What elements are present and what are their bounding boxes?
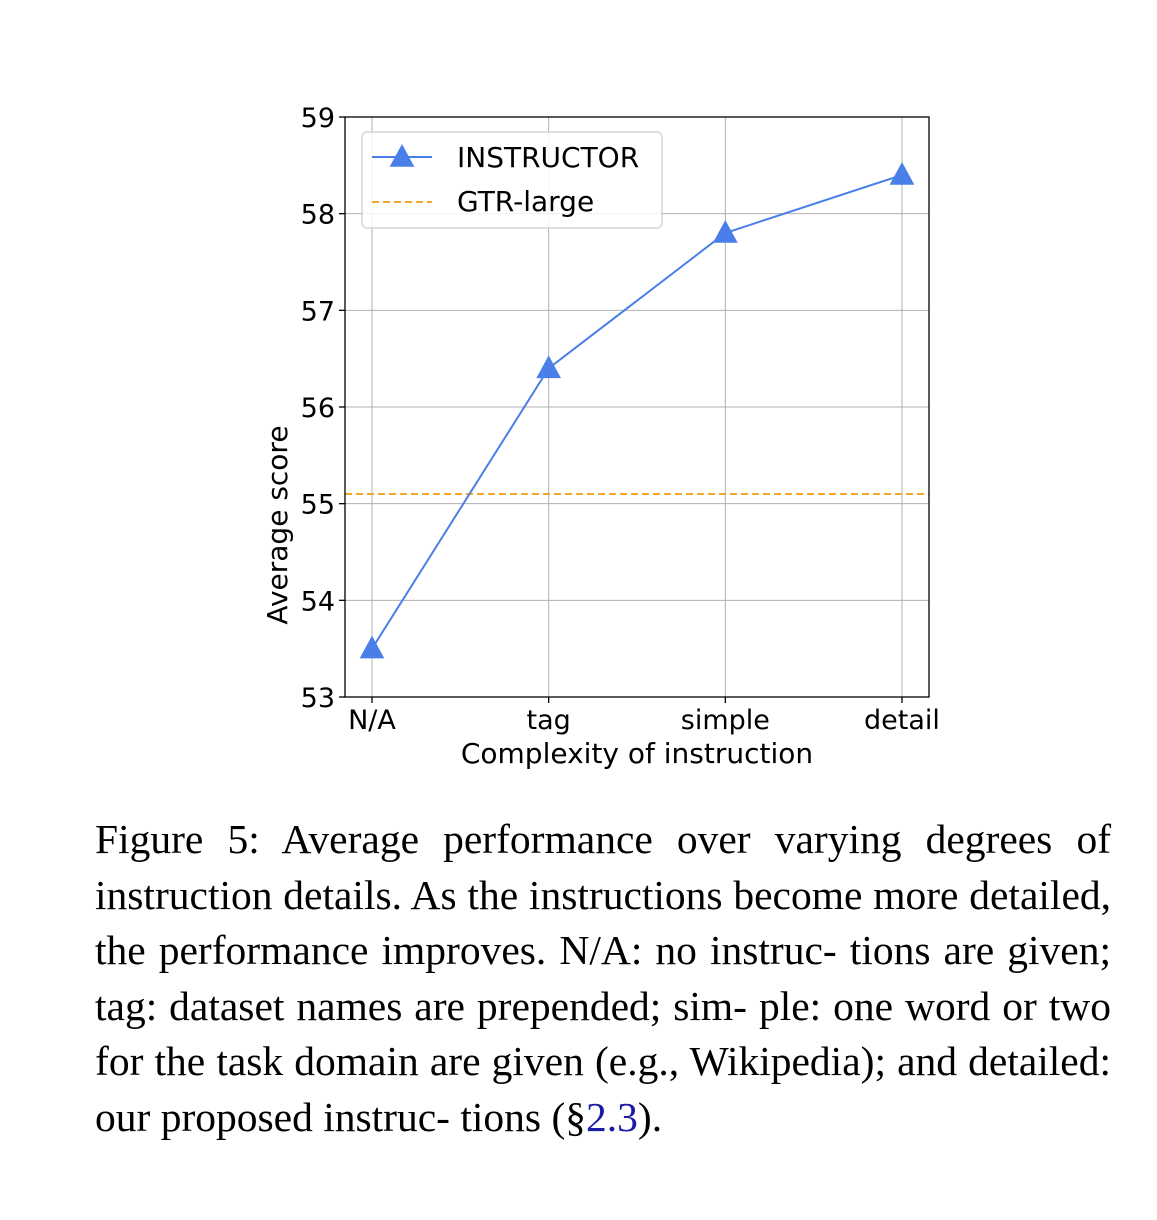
legend-label-instructor: INSTRUCTOR (457, 141, 639, 174)
series-layer (359, 162, 915, 659)
caption-line: (e.g., Wikipedia); and detailed: our pro… (95, 1038, 1112, 1140)
y-tick-label: 55 (301, 490, 335, 521)
figure-caption: Figure 5: Average performance over varyi… (95, 812, 1111, 1145)
y-tick-label: 53 (301, 683, 335, 714)
legend: INSTRUCTOR GTR-large (361, 131, 663, 229)
y-axis: 53 54 55 56 57 58 59 (301, 103, 345, 714)
section-reference-link[interactable]: 2.3 (586, 1093, 638, 1140)
caption-line: Figure 5: Average performance over varyi… (95, 816, 1053, 862)
data-point-marker (536, 355, 562, 379)
y-tick-label: 58 (301, 200, 335, 231)
x-tick-label: N/A (348, 705, 396, 736)
caption-line: ). (637, 1093, 663, 1140)
caption-line: ple: one word or two for the task domain… (95, 982, 1111, 1085)
caption-line: of instruction details. As the instructi… (95, 816, 1112, 918)
y-tick-label: 54 (301, 586, 335, 617)
y-tick-label: 56 (301, 393, 335, 424)
series-line-instructor (371, 174, 903, 650)
line-chart: 53 54 55 56 57 58 59 N/A tag simple detail Comple… (261, 103, 940, 770)
y-tick-label: 59 (301, 103, 335, 134)
data-point-marker (889, 162, 915, 185)
legend-box (361, 131, 663, 229)
x-tick-label: detail (864, 705, 940, 736)
x-tick-label: simple (681, 705, 770, 736)
data-point-marker (359, 635, 385, 659)
figure: 53 54 55 56 57 58 59 N/A tag simple detail Comple… (261, 103, 940, 770)
caption-line: tions are given; tag: dataset names are … (95, 927, 1112, 1029)
x-axis: N/A tag simple detail (348, 697, 940, 736)
data-point-marker (712, 220, 738, 243)
y-tick-label: 57 (301, 296, 335, 327)
caption-line: detailed, the performance improves. N/A:… (95, 871, 1111, 974)
caption-line: tions (§ (460, 1093, 587, 1140)
y-axis-label: Average score (261, 425, 294, 624)
legend-label-gtr-large: GTR-large (457, 185, 594, 218)
x-axis-label: Complexity of instruction (461, 737, 813, 770)
x-tick-label: tag (527, 705, 571, 736)
legend-marker-instructor (389, 144, 415, 167)
